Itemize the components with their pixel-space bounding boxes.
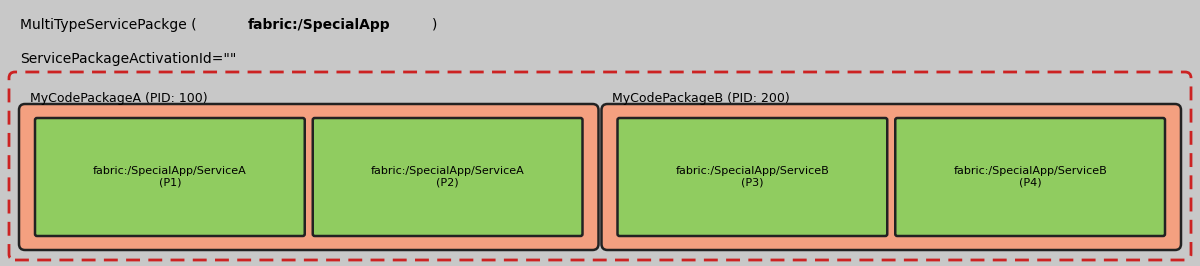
FancyBboxPatch shape [10, 72, 1190, 260]
FancyBboxPatch shape [618, 118, 887, 236]
Text: MyCodePackageB (PID: 200): MyCodePackageB (PID: 200) [612, 92, 791, 105]
Text: MultiTypeServicePackge (: MultiTypeServicePackge ( [20, 18, 197, 32]
FancyBboxPatch shape [313, 118, 582, 236]
Text: fabric:/SpecialApp/ServiceB
(P3): fabric:/SpecialApp/ServiceB (P3) [676, 166, 829, 188]
Text: MyCodePackageA (PID: 100): MyCodePackageA (PID: 100) [30, 92, 208, 105]
Text: fabric:/SpecialApp/ServiceB
(P4): fabric:/SpecialApp/ServiceB (P4) [953, 166, 1106, 188]
FancyBboxPatch shape [895, 118, 1165, 236]
Text: ServicePackageActivationId="": ServicePackageActivationId="" [20, 52, 236, 66]
FancyBboxPatch shape [35, 118, 305, 236]
Text: fabric:/SpecialApp/ServiceA
(P2): fabric:/SpecialApp/ServiceA (P2) [371, 166, 524, 188]
Text: ): ) [432, 18, 437, 32]
Text: fabric:/SpecialApp/ServiceA
(P1): fabric:/SpecialApp/ServiceA (P1) [94, 166, 247, 188]
FancyBboxPatch shape [601, 104, 1181, 250]
Text: fabric:/SpecialApp: fabric:/SpecialApp [248, 18, 390, 32]
FancyBboxPatch shape [19, 104, 599, 250]
